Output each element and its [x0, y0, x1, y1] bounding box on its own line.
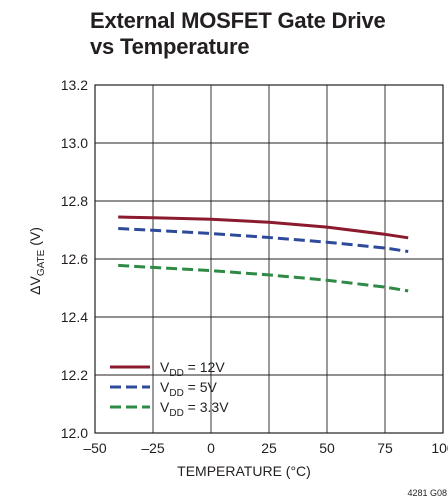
y-tick-label: 13.2	[61, 77, 88, 93]
y-tick-label: 12.6	[61, 251, 88, 267]
chart-title-line-2: vs Temperature	[90, 34, 250, 59]
y-tick-label: 12.0	[61, 425, 88, 441]
x-tick-label: –50	[83, 440, 107, 456]
y-tick-label: 13.0	[61, 135, 88, 151]
plot-frame	[94, 84, 444, 434]
y-tick-label: 12.8	[61, 193, 88, 209]
legend-label: VDD = 5V	[160, 379, 218, 399]
x-tick-label: 100	[431, 440, 448, 456]
chart-title: External MOSFET Gate Drive vs Temperatur…	[90, 8, 386, 60]
x-tick-label: 75	[377, 440, 393, 456]
series-line	[118, 215, 409, 240]
legend-label: VDD = 12V	[160, 359, 225, 379]
y-axis-label: ΔVGATE (V)	[27, 227, 47, 295]
series-line	[118, 227, 409, 253]
chart-title-line-1: External MOSFET Gate Drive	[90, 8, 386, 33]
legend-label: VDD = 3.3V	[160, 399, 229, 419]
x-axis-label: TEMPERATURE (°C)	[177, 463, 311, 479]
x-tick-label: 25	[261, 440, 277, 456]
x-tick-label: –25	[141, 440, 165, 456]
x-tick-label: 50	[319, 440, 335, 456]
y-tick-label: 12.4	[61, 309, 88, 325]
x-tick-label: 0	[207, 440, 215, 456]
figure-code: 4281 G08	[407, 488, 447, 498]
series-line	[118, 263, 409, 293]
y-tick-label: 12.2	[61, 367, 88, 383]
